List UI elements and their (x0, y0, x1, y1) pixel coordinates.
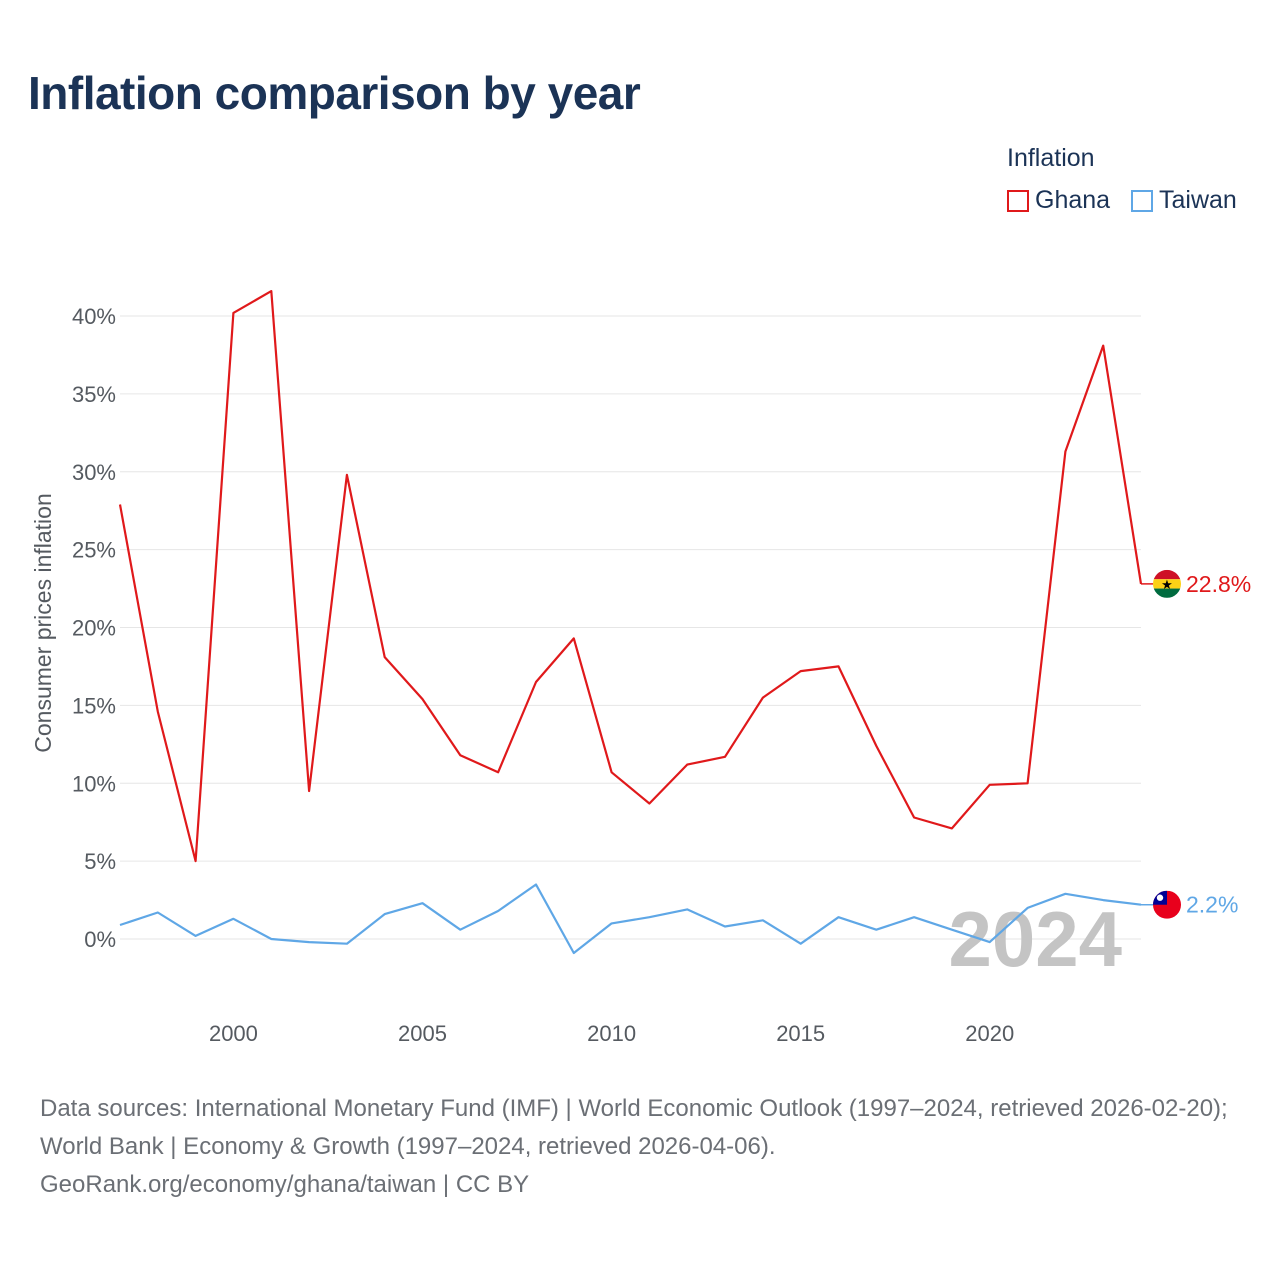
legend-swatch-taiwan (1131, 189, 1153, 212)
end-value-label-ghana: 22.8% (1186, 571, 1251, 597)
footer: Data sources: International Monetary Fun… (40, 1090, 1250, 1204)
y-tick-label: 10% (72, 771, 116, 796)
y-tick-label: 40% (72, 304, 116, 329)
series-end-labels: ★ 22.8% 2.2% (1141, 569, 1251, 919)
x-axis-ticks: 2000 2005 2010 2015 2020 (209, 1021, 1014, 1046)
gridlines (120, 315, 1141, 940)
credit-link[interactable]: GeoRank.org/economy/ghana/taiwan | CC BY (40, 1171, 530, 1198)
x-tick-label: 2000 (209, 1021, 258, 1046)
taiwan-flag-icon (1153, 890, 1181, 919)
y-tick-label: 35% (72, 382, 116, 407)
end-value-label-taiwan: 2.2% (1186, 892, 1238, 918)
legend-item-taiwan[interactable]: Taiwan (1131, 186, 1237, 215)
y-tick-label: 25% (72, 538, 116, 563)
y-axis-ticks: 0% 5% 10% 15% 20% 25% 30% 35% 40% (72, 304, 116, 952)
y-tick-label: 5% (84, 849, 116, 874)
series-line-ghana[interactable] (118, 290, 1143, 863)
series-line-taiwan[interactable] (119, 883, 1142, 955)
y-tick-label: 15% (72, 693, 116, 718)
line-chart: 0%5%10%15%20%25%30%35%40% 2000 2005 2010 20… (30, 290, 1251, 1046)
y-tick-label: 0% (84, 927, 116, 952)
legend-label-taiwan: Taiwan (1159, 186, 1237, 214)
y-tick-label: 20% (72, 616, 116, 641)
svg-text:★: ★ (1161, 577, 1173, 592)
chart-title: Inflation comparison by year (28, 67, 641, 119)
series-lines (118, 290, 1143, 955)
x-tick-label: 2020 (965, 1021, 1014, 1046)
ghana-flag-icon: ★ (1153, 569, 1181, 598)
y-axis-label: Consumer prices inflation (30, 493, 56, 753)
current-year-watermark: 2024 (948, 895, 1122, 983)
legend-title: Inflation (1007, 144, 1095, 172)
data-sources: Data sources: International Monetary Fun… (40, 1095, 1228, 1160)
legend-item-ghana[interactable]: Ghana (1007, 186, 1110, 215)
x-tick-label: 2010 (587, 1021, 636, 1046)
x-tick-label: 2015 (776, 1021, 825, 1046)
legend-swatch-ghana (1007, 189, 1029, 212)
y-tick-label: 30% (72, 460, 116, 485)
x-tick-label: 2005 (398, 1021, 447, 1046)
legend-label-ghana: Ghana (1035, 186, 1111, 214)
